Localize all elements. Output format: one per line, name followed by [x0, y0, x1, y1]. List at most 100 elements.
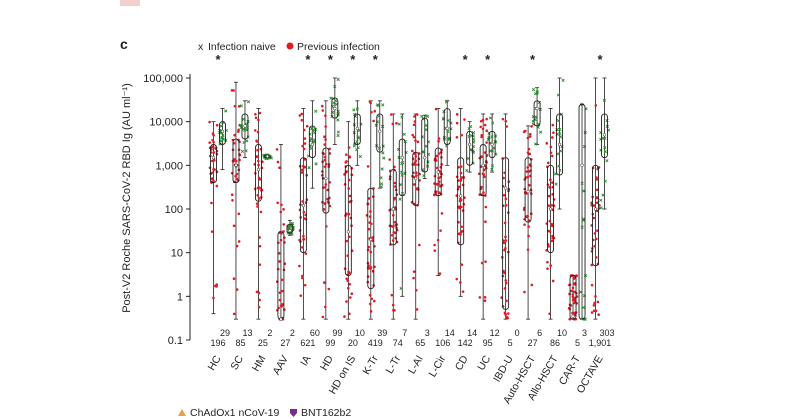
ibd-u-prev-point [503, 171, 506, 175]
uc-naive-point [488, 116, 493, 120]
ibd-u-prev-point [503, 221, 507, 225]
hd-on-is-naive-box [353, 113, 361, 145]
y-tick-label: 1 [177, 291, 183, 303]
car-t-prev-point [571, 286, 575, 290]
auto-hsct-prev-point [527, 225, 530, 228]
allo-hsct-prev-point [547, 194, 551, 198]
ia-prev-point [300, 168, 304, 172]
k-tr-naive-box [376, 113, 384, 153]
hc-prev-point [211, 159, 214, 163]
ibd-u-prev-point [504, 203, 508, 207]
sc-prev-point [237, 240, 241, 243]
y-tick-label: 100 [165, 204, 183, 216]
ia-prev-point [300, 171, 304, 174]
cd-prev-median [459, 194, 463, 198]
allo-hsct-prev-point [551, 181, 554, 184]
y-tick-label: 0.1 [168, 335, 183, 347]
allo-hsct-naive-box [556, 113, 564, 176]
sc-n-prev: 85 [235, 338, 245, 348]
hd-prev-median [324, 176, 328, 181]
chart-legend: x Infection naive Previous infection [198, 41, 380, 53]
auto-hsct-prev-point [528, 152, 532, 156]
hc-naive-point [224, 109, 228, 113]
car-t-prev-point [571, 295, 575, 299]
uc-prev-point [478, 296, 482, 299]
hc-naive-point [219, 124, 223, 128]
uc-n-prev: 95 [483, 338, 493, 348]
sc-naive-point [239, 104, 243, 108]
ia-prev-point [301, 274, 304, 278]
l-ai-naive-point [420, 114, 424, 118]
ia-prev-box [299, 157, 307, 254]
l-tr-prev-point [391, 303, 395, 307]
y-axis: 0.1 1 10 100 1,000 10,000 100,000 [143, 73, 191, 347]
l-ai-n-naive: 3 [425, 328, 430, 338]
sc-naive-point [242, 127, 246, 131]
auto-hsct-prev-point [526, 248, 530, 251]
y-tick-label: 10 [171, 248, 183, 260]
uc-prev-point [481, 172, 485, 176]
hm-prev-point [254, 112, 257, 116]
uc-naive-point [490, 149, 494, 153]
allo-hsct-prev-point [551, 136, 554, 139]
hc-prev-point [212, 168, 215, 171]
allo-hsct-prev-point [549, 145, 553, 149]
sc-naive-median [243, 124, 247, 128]
y-axis-label: Post-V2 Roche SARS-CoV-2 RBD Ig (AU ml⁻¹… [121, 83, 133, 313]
l-tr-prev-point [390, 233, 394, 237]
car-t-naive-box [578, 103, 586, 320]
octave-prev-point [592, 204, 596, 207]
uc-prev-point [484, 260, 487, 263]
hd-on-is-prev-point [346, 279, 349, 283]
uc-naive-point [491, 121, 495, 125]
octave-prev-point [590, 283, 594, 287]
octave-prev-point [593, 244, 596, 248]
hm-prev-point [258, 263, 262, 266]
cd-prev-point [459, 165, 463, 168]
k-tr-naive-point [380, 167, 384, 171]
ia-prev-point [303, 137, 307, 140]
octave-n-prev: 1,901 [589, 338, 612, 348]
auto-hsct-prev-point [526, 136, 530, 140]
hd-on-is-prev-point [345, 239, 349, 243]
l-tr-naive-point [400, 115, 404, 119]
hc-prev-median [211, 155, 216, 160]
hd-on-is-naive-point [356, 146, 360, 150]
l-ai-prev-point [413, 183, 416, 186]
hm-prev-point [257, 291, 261, 295]
l-cir-prev-point [433, 243, 436, 247]
l-ai-prev-point [412, 135, 416, 139]
hd-n-prev: 99 [325, 338, 335, 348]
auto-hsct-prev-point [528, 132, 532, 136]
k-tr-naive-point [379, 176, 383, 180]
cd-prev-box [457, 157, 465, 246]
car-t-naive-point [579, 290, 583, 294]
ibd-u-prev-point [504, 281, 508, 285]
k-tr-prev-point [369, 210, 372, 213]
auto-hsct-naive-point [535, 90, 539, 94]
sc-prev-box [232, 138, 240, 184]
octave-naive-point [599, 198, 603, 202]
auto-hsct-significance-star: * [530, 52, 536, 67]
hd-prev-point [322, 281, 326, 284]
hd-on-is-naive-point [352, 108, 356, 112]
hc-prev-point [210, 146, 213, 149]
l-ai-naive-point [425, 114, 430, 118]
sc-prev-point [235, 244, 239, 248]
hd-on-is-prev-median [346, 230, 350, 234]
ibd-u-prev-median [503, 186, 508, 190]
hc-prev-point [215, 184, 219, 188]
allo-hsct-n-naive: 10 [557, 328, 567, 338]
k-tr-category-label: K-Tr [360, 353, 381, 377]
hm-prev-point [257, 118, 260, 122]
hc-n-naive: 29 [220, 328, 230, 338]
hd-on-is-prev-point [346, 254, 349, 257]
hm-prev-point [258, 244, 262, 248]
l-cir-prev-point [440, 212, 444, 215]
hd-n-naive: 99 [332, 328, 342, 338]
auto-hsct-prev-point [526, 214, 529, 218]
ia-prev-point [305, 124, 309, 128]
l-cir-prev-point [435, 154, 439, 158]
l-cir-prev-point [437, 180, 441, 183]
hm-naive-median [265, 154, 270, 159]
